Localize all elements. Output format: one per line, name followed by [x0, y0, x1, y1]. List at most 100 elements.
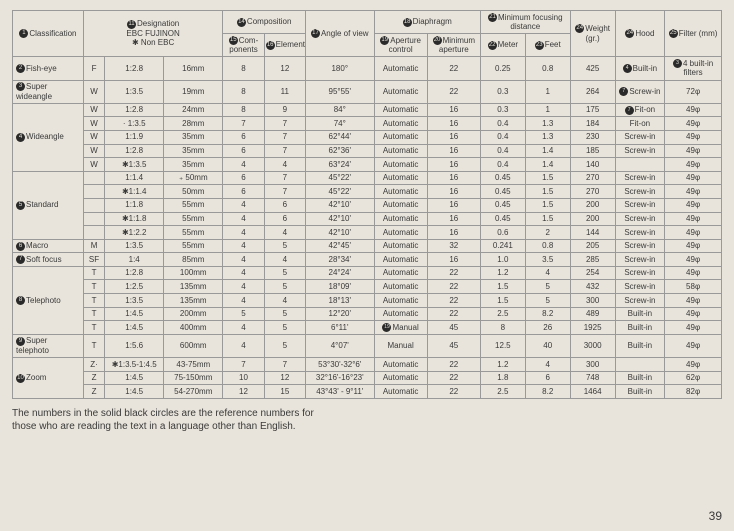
cell-components: 4 [223, 294, 264, 308]
cell-meter: 2.5 [480, 307, 525, 321]
cell-filter: 49φ [665, 239, 722, 253]
cell-focal-length: 55mm [164, 239, 223, 253]
cell-aperture: 1:2.5 [105, 280, 164, 294]
cell-meter: 1.2 [480, 358, 525, 372]
table-body: 2Fish-eyeF1:2.816mm812180°Automatic220.2… [13, 57, 722, 398]
cell-focal-length: 35mm [164, 130, 223, 144]
cell-hood: Screw-in [615, 253, 665, 267]
cell-aperture: ✱1:1.8 [105, 212, 164, 226]
cell-aperture: 1:5.6 [105, 334, 164, 357]
cell-meter: 0.4 [480, 144, 525, 158]
cell-hood [615, 158, 665, 172]
hdr-diaphragm: Diaphragm [413, 17, 452, 26]
cell-weight: 175 [570, 103, 615, 117]
table-row: Z1:4.554-270mm121543°43' - 9°11'Automati… [13, 385, 722, 399]
cell-aperture: 1:3.5 [105, 80, 164, 103]
cell-weight: 489 [570, 307, 615, 321]
table-row: 3SuperwideangleW1:3.519mm81195°55'Automa… [13, 80, 722, 103]
cell-classification: 3Superwideangle [13, 80, 84, 103]
cell-ap-control: Manual [374, 334, 427, 357]
cell-elements: 4 [264, 226, 305, 240]
hdr-designation-sub2: ✱ Non EBC [132, 38, 174, 47]
hdr-designation-sub: EBC FUJINON [126, 29, 179, 38]
cell-filter: 49φ [665, 226, 722, 240]
cell-lens-type: M [83, 239, 104, 253]
cell-ap-control: Automatic [374, 158, 427, 172]
cell-lens-type: Z [83, 385, 104, 399]
cell-ap-control: Automatic [374, 226, 427, 240]
cell-feet: 1.5 [525, 212, 570, 226]
cell-focal-length: 50mm [164, 185, 223, 199]
cell-aperture: 1:2.8 [105, 266, 164, 280]
cell-classification: 9Supertelephoto [13, 334, 84, 357]
cell-hood: Screw-in [615, 198, 665, 212]
cell-elements: 15 [264, 385, 305, 399]
cell-elements: 5 [264, 307, 305, 321]
ref-circle: 17 [311, 29, 320, 38]
ref-circle: 18 [403, 18, 412, 27]
cell-meter: 8 [480, 321, 525, 335]
cell-feet: 5 [525, 280, 570, 294]
hdr-minfocus: Minimum focusingdistance [498, 13, 562, 32]
cell-aperture: ✱1:3.5 [105, 158, 164, 172]
cell-hood: Screw-in [615, 185, 665, 199]
hdr-angle: Angle of view [321, 29, 369, 38]
table-row: 8TelephotoT1:2.8100mm4524°24'Automatic22… [13, 266, 722, 280]
cell-weight: 300 [570, 358, 615, 372]
cell-min-ap: 16 [427, 226, 480, 240]
cell-focal-length: 55mm [164, 212, 223, 226]
cell-filter: 72φ [665, 80, 722, 103]
cell-filter: 49φ [665, 253, 722, 267]
cell-meter: 0.241 [480, 239, 525, 253]
cell-lens-type [83, 171, 104, 185]
hdr-weight: Weight(gr.) [585, 24, 610, 43]
cell-min-ap: 16 [427, 171, 480, 185]
cell-filter: 49φ [665, 117, 722, 131]
cell-lens-type: T [83, 280, 104, 294]
cell-hood: Screw-in [615, 144, 665, 158]
cell-focal-length: 85mm [164, 253, 223, 267]
cell-elements: 5 [264, 266, 305, 280]
cell-feet: 1.5 [525, 171, 570, 185]
cell-focal-length: 135mm [164, 280, 223, 294]
ref-circle: 21 [488, 13, 497, 22]
cell-meter: 2.5 [480, 385, 525, 399]
cell-aperture: 1:3.5 [105, 294, 164, 308]
cell-feet: 1.5 [525, 198, 570, 212]
cell-hood: Screw-in [615, 212, 665, 226]
cell-focal-length: 400mm [164, 321, 223, 335]
cell-lens-type: W [83, 158, 104, 172]
cell-lens-type: T [83, 307, 104, 321]
cell-hood: 7Screw-in [615, 80, 665, 103]
cell-feet: 8.2 [525, 307, 570, 321]
cell-elements: 5 [264, 239, 305, 253]
cell-focal-length: 55mm [164, 198, 223, 212]
cell-feet: 1.4 [525, 158, 570, 172]
cell-ap-control: Automatic [374, 358, 427, 372]
cell-angle: 62°44' [306, 130, 375, 144]
cell-angle: 74° [306, 117, 375, 131]
cell-elements: 7 [264, 358, 305, 372]
cell-filter: 58φ [665, 280, 722, 294]
cell-ap-control: Automatic [374, 80, 427, 103]
cell-meter: 0.45 [480, 185, 525, 199]
cell-filter: 49φ [665, 266, 722, 280]
cell-meter: 0.4 [480, 130, 525, 144]
cell-angle: 18°13' [306, 294, 375, 308]
cell-ap-control: Automatic [374, 117, 427, 131]
cell-components: 6 [223, 130, 264, 144]
cell-ap-control: Automatic [374, 253, 427, 267]
cell-ap-control: Automatic [374, 280, 427, 294]
cell-min-ap: 22 [427, 80, 480, 103]
cell-elements: 12 [264, 57, 305, 80]
cell-aperture: ✱1:3.5-1:4.5 [105, 358, 164, 372]
cell-focal-length: 100mm [164, 266, 223, 280]
cell-feet: 1 [525, 80, 570, 103]
cell-filter: 82φ [665, 385, 722, 399]
table-row: 9SupertelephotoT1:5.6600mm454°07'Manual4… [13, 334, 722, 357]
cell-components: 7 [223, 117, 264, 131]
cell-meter: 0.45 [480, 198, 525, 212]
cell-feet: 26 [525, 321, 570, 335]
ref-circle: 1 [19, 29, 28, 38]
cell-aperture: 1:1.4 [105, 171, 164, 185]
